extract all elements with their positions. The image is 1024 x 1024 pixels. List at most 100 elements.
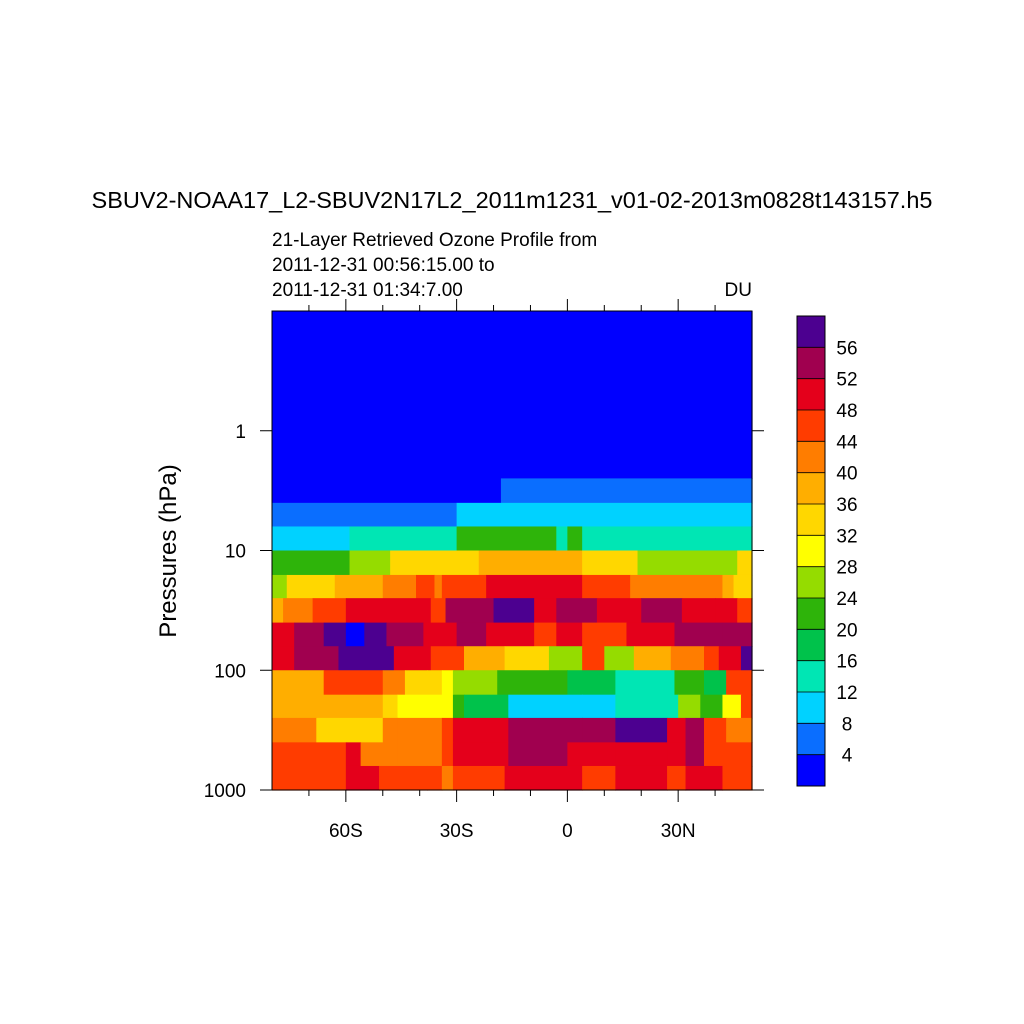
heatmap-cell [700, 694, 724, 719]
heatmap-cell [630, 574, 724, 599]
heatmap-cell [500, 478, 753, 504]
heatmap-cell [582, 550, 639, 576]
y-tick-label: 100 [214, 661, 246, 682]
colorbar-swatch [797, 692, 825, 724]
heatmap-cell [316, 694, 384, 719]
heatmap-cell [430, 598, 447, 624]
heatmap-cell [534, 598, 557, 624]
heatmap-cell [582, 574, 631, 599]
chart-subtitle-line-3: 2011-12-31 01:34:7.00 [272, 280, 463, 301]
heatmap-cell [567, 670, 616, 696]
heatmap-cell [404, 670, 428, 696]
heatmap-cell [272, 550, 351, 576]
heatmap-cell [508, 717, 583, 743]
heatmap-cell [390, 550, 480, 576]
heatmap-cell [508, 694, 583, 719]
colorbar-swatch [797, 378, 825, 411]
colorbar-label: 8 [842, 714, 853, 735]
heatmap-cell [615, 765, 668, 791]
heatmap-cell [379, 765, 428, 791]
heatmap-cell [582, 694, 616, 719]
heatmap-cell [704, 717, 727, 743]
heatmap-cell [272, 526, 351, 552]
heatmap-cell [456, 502, 753, 528]
heatmap-cell [456, 526, 557, 552]
heatmap-cell [364, 622, 388, 647]
colorbar-label: 36 [836, 495, 857, 516]
heatmap-cell [582, 646, 605, 671]
y-tick-labels: 1 10 100 1000 [204, 422, 246, 802]
heatmap-cell [497, 670, 568, 696]
colorbar-label: 52 [836, 370, 857, 391]
heatmap-cell [704, 670, 727, 696]
heatmap-cell [452, 670, 498, 696]
heatmap-cell [582, 765, 616, 791]
heatmap-cell [272, 646, 295, 671]
heatmap-cell [382, 694, 399, 719]
heatmap-cell [596, 598, 642, 624]
heatmap-cell [386, 622, 424, 647]
heatmap-cell [272, 502, 458, 528]
heatmap-cell [508, 742, 568, 767]
heatmap-cell [416, 574, 436, 599]
heatmap-cell [615, 717, 668, 743]
heatmap-cell [534, 622, 557, 647]
heatmap-cell [334, 574, 384, 599]
colorbar-label: 20 [836, 620, 857, 641]
heatmap-cell [667, 717, 687, 743]
colorbar-label: 40 [836, 464, 857, 485]
heatmap-cell [272, 694, 317, 719]
heatmap-cell [345, 622, 365, 647]
heatmap-cell [504, 765, 583, 791]
colorbar-swatch [797, 629, 825, 662]
heatmap-cell [604, 646, 635, 671]
heatmap-cell [478, 550, 583, 576]
heatmap-cell [722, 622, 753, 647]
heatmap-cell [633, 646, 672, 671]
colorbar-label: 24 [836, 589, 858, 610]
axis-ticks [260, 299, 764, 802]
colorbar-label: 16 [836, 652, 857, 673]
heatmap-cell [316, 717, 384, 743]
heatmap-cell [718, 646, 742, 671]
heatmap-cell [722, 574, 735, 599]
heatmap-cell [685, 717, 705, 743]
heatmap-cell [681, 598, 716, 624]
heatmap-cells [272, 311, 753, 791]
x-tick-label: 60S [329, 821, 363, 842]
heatmap-cell [722, 765, 753, 791]
colorbar-swatch [797, 566, 825, 599]
heatmap-cell [397, 717, 443, 743]
heatmap-cell [704, 742, 727, 767]
heatmap-cell [740, 646, 753, 671]
heatmap-cell [338, 646, 395, 671]
heatmap-cell [349, 526, 458, 552]
chart-subtitle-line-1: 21-Layer Retrieved Ozone Profile from [272, 230, 597, 251]
heatmap-cell [456, 622, 487, 647]
heatmap-cell [567, 526, 583, 552]
y-tick-label: 10 [225, 542, 246, 563]
heatmap-cell [349, 550, 391, 576]
colorbar-swatch [797, 472, 825, 505]
heatmap-cell [272, 598, 284, 624]
heatmap-cell [397, 742, 443, 767]
colorbar: 56 52 48 44 40 36 32 28 24 20 16 12 8 4 [796, 315, 858, 787]
heatmap-cell [685, 742, 705, 767]
colorbar-swatch [797, 723, 825, 756]
heatmap-cell [740, 694, 753, 719]
heatmap-cell [626, 622, 676, 647]
heatmap-cell [452, 742, 509, 767]
units-label: DU [725, 280, 752, 301]
colorbar-swatch [797, 347, 825, 380]
heatmap-cell [486, 574, 583, 599]
heatmap-cell [670, 646, 705, 671]
heatmap-cell [294, 622, 325, 647]
heatmap-cell [726, 717, 753, 743]
chart-subtitle-line-2: 2011-12-31 00:56:15.00 to [272, 255, 495, 276]
heatmap-cell [272, 670, 325, 696]
heatmap-cell [464, 646, 506, 671]
heatmap-cell [486, 622, 535, 647]
heatmap-cell [427, 765, 443, 791]
x-tick-label: 0 [562, 821, 573, 842]
heatmap-cell [345, 765, 380, 791]
